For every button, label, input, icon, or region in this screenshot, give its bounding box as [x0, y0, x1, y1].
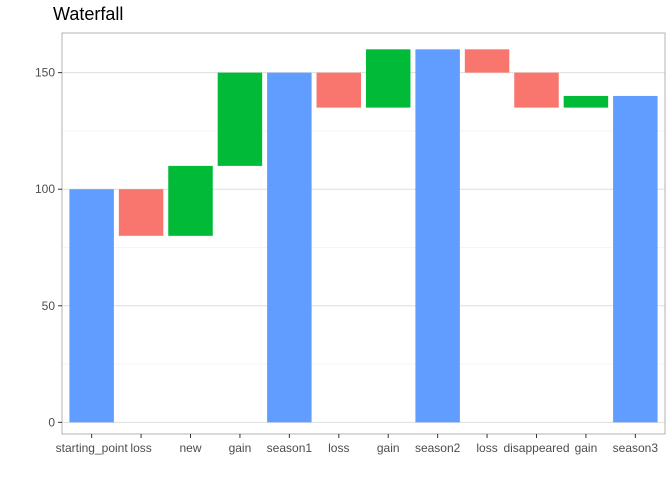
bar-season1	[267, 72, 312, 423]
x-tick-label: loss	[130, 441, 151, 455]
bar-gain	[217, 72, 263, 166]
bar-gain	[563, 95, 609, 108]
y-tick-label: 0	[48, 415, 55, 429]
bar-starting-point	[69, 189, 114, 423]
x-tick-label: new	[180, 441, 202, 455]
bar-loss	[464, 49, 510, 73]
grid-lines	[62, 72, 665, 423]
x-axis: starting_point loss new gain season1 loss gain…	[56, 434, 659, 455]
x-tick-label: season3	[613, 441, 659, 455]
y-tick-label: 50	[42, 299, 56, 313]
bar-loss	[118, 189, 164, 236]
bars	[69, 49, 658, 423]
bar-new	[168, 165, 213, 236]
bar-season3	[613, 95, 658, 423]
panel-border	[61, 32, 666, 435]
chart-title: Waterfall	[53, 4, 124, 24]
x-tick-label: gain	[377, 441, 400, 455]
x-tick-label: loss	[476, 441, 497, 455]
x-tick-label: loss	[328, 441, 349, 455]
x-tick-label: gain	[575, 441, 598, 455]
bar-loss	[316, 72, 362, 108]
x-tick-label: disappeared	[503, 441, 569, 455]
y-tick-label: 100	[35, 182, 55, 196]
x-tick-label: season1	[267, 441, 313, 455]
x-tick-label: season2	[415, 441, 461, 455]
bar-gain	[365, 49, 411, 108]
bar-season2	[415, 49, 460, 423]
x-tick-label: gain	[229, 441, 252, 455]
x-tick-label: starting_point	[56, 441, 129, 455]
bar-disappeared	[514, 72, 559, 108]
y-tick-label: 150	[35, 66, 55, 80]
y-axis: 0 50 100 150	[35, 66, 62, 429]
